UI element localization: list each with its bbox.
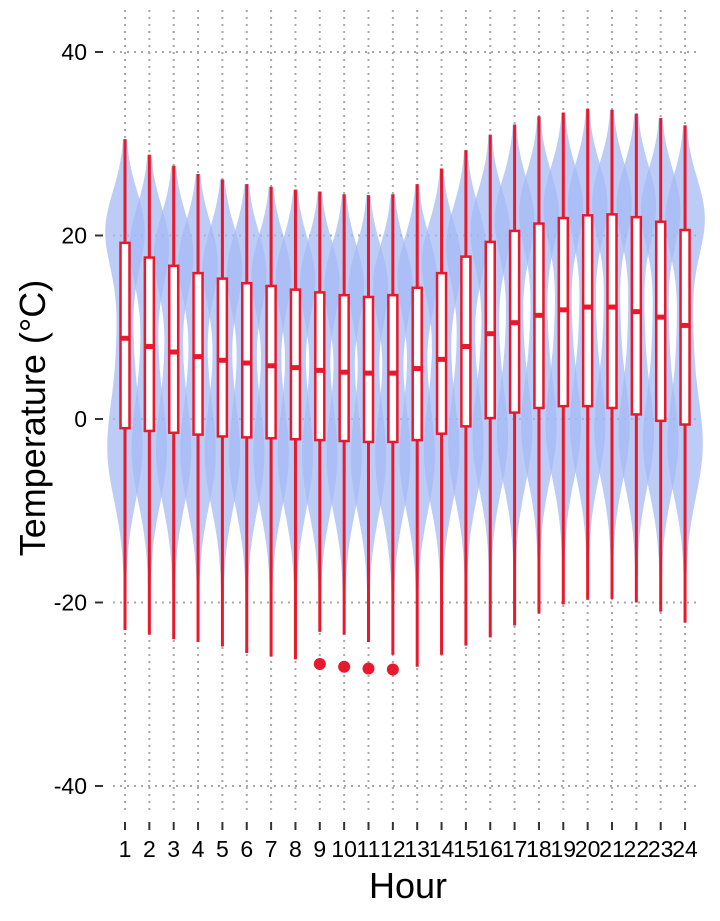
median-19 [558, 307, 568, 313]
box-8 [289, 288, 302, 441]
median-2 [144, 344, 154, 350]
box-5 [216, 277, 229, 438]
median-7 [266, 363, 276, 369]
x-tick-label: 23 [648, 836, 674, 862]
median-16 [485, 331, 495, 337]
box-3 [167, 264, 180, 435]
x-tick-label: 18 [526, 836, 552, 862]
box-14 [435, 271, 448, 435]
x-tick-label: 2 [143, 836, 156, 862]
box-12 [387, 293, 399, 444]
median-17 [510, 320, 520, 326]
x-tick-label: 1 [119, 836, 132, 862]
median-20 [583, 304, 593, 310]
median-21 [607, 304, 617, 310]
x-tick-label: 8 [289, 836, 302, 862]
median-10 [339, 369, 349, 375]
median-9 [315, 367, 325, 373]
x-tick-label: 19 [551, 836, 577, 862]
median-18 [534, 312, 544, 318]
median-22 [631, 309, 641, 315]
x-tick-label: 22 [624, 836, 650, 862]
x-tick-label: 12 [380, 836, 406, 862]
box-1 [119, 241, 131, 430]
x-tick-label: 15 [453, 836, 479, 862]
median-24 [680, 322, 690, 328]
median-23 [656, 314, 666, 320]
box-7 [265, 284, 277, 440]
x-tick-label: 5 [216, 836, 229, 862]
y-tick-label: 40 [61, 39, 87, 65]
outlier-point [386, 663, 399, 676]
x-tick-label: 17 [502, 836, 528, 862]
y-tick-label: 20 [61, 223, 87, 249]
y-axis-title: Temperature (°C) [12, 280, 53, 556]
median-11 [364, 370, 373, 376]
box-21 [606, 213, 618, 410]
x-tick-label: 16 [477, 836, 503, 862]
outlier-point [313, 657, 326, 670]
box-22 [630, 215, 643, 416]
box-6 [241, 281, 253, 439]
x-tick-label: 13 [404, 836, 430, 862]
box-layer [119, 108, 691, 676]
median-1 [120, 335, 130, 341]
x-tick-label: 4 [192, 836, 205, 862]
median-8 [290, 365, 300, 371]
box-9 [314, 291, 326, 442]
median-5 [217, 357, 227, 363]
x-axis-title: Hour [369, 865, 447, 906]
x-tick-label: 6 [240, 836, 253, 862]
outlier-point [338, 660, 351, 673]
box-13 [411, 286, 423, 442]
median-15 [461, 344, 471, 350]
outlier-point [362, 662, 375, 675]
x-tick-label: 3 [167, 836, 180, 862]
box-11 [362, 295, 375, 444]
y-tick-label: 0 [74, 406, 87, 432]
median-13 [412, 366, 422, 372]
x-tick-label: 7 [265, 836, 278, 862]
x-tick-label: 11 [357, 836, 381, 862]
box-4 [192, 271, 204, 436]
median-14 [437, 356, 447, 362]
median-4 [193, 354, 203, 360]
x-tick-label: 10 [331, 836, 357, 862]
x-tick-label: 24 [672, 836, 698, 862]
median-3 [169, 349, 179, 355]
box-15 [460, 255, 472, 428]
box-23 [654, 220, 667, 423]
x-tick-label: 14 [429, 836, 455, 862]
box-16 [484, 240, 496, 420]
x-tick-label: 20 [575, 836, 601, 862]
x-tick-label: 9 [313, 836, 326, 862]
box-20 [581, 214, 594, 408]
x-tick-label: 21 [599, 836, 625, 862]
median-12 [388, 370, 398, 376]
box-10 [338, 293, 350, 443]
median-6 [242, 360, 252, 366]
y-tick-label: -20 [54, 590, 87, 616]
y-tick-label: -40 [54, 773, 87, 799]
